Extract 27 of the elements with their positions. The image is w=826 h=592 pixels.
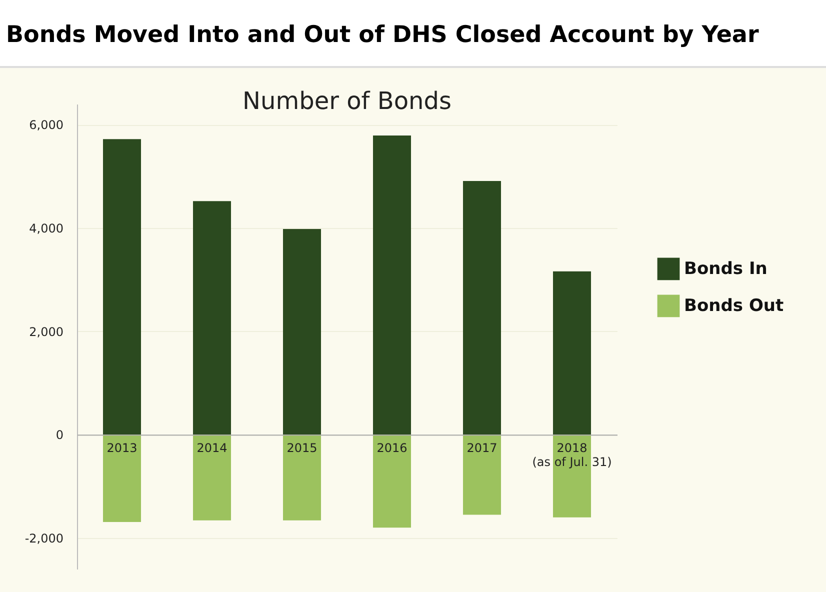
bar <box>283 229 321 435</box>
bar <box>103 434 141 522</box>
y-tick-label: 2,000 <box>29 324 64 339</box>
y-tick-label: 4,000 <box>29 222 64 236</box>
y-tick-label: 6,000 <box>29 118 64 132</box>
x-tick-label: 2013 <box>106 441 138 456</box>
chart-title: Bonds Moved Into and Out of DHS Closed Account by Year <box>0 0 826 68</box>
chart-subtitle: Number of Bonds <box>242 87 452 115</box>
x-tick-label: 2017 <box>466 441 498 456</box>
x-tick-label: 2018 (as of Jul. 31) <box>532 441 612 470</box>
legend-label: Bonds Out <box>684 296 784 316</box>
bar <box>193 201 231 435</box>
bar <box>373 136 411 435</box>
x-tick-label: 2015 <box>286 441 318 456</box>
bar <box>553 434 591 518</box>
bar <box>553 271 591 435</box>
bar <box>373 434 411 528</box>
y-tick-label: -2,000 <box>24 532 64 546</box>
bar <box>103 139 141 435</box>
bar <box>463 180 501 435</box>
bar <box>463 434 501 515</box>
legend-label: Bonds In <box>684 258 768 279</box>
bar <box>193 434 231 520</box>
x-tick-label: 2016 <box>376 441 408 456</box>
x-tick-label: 2014 <box>196 441 228 456</box>
y-tick-label: 0 <box>56 428 64 442</box>
bar <box>283 434 321 520</box>
